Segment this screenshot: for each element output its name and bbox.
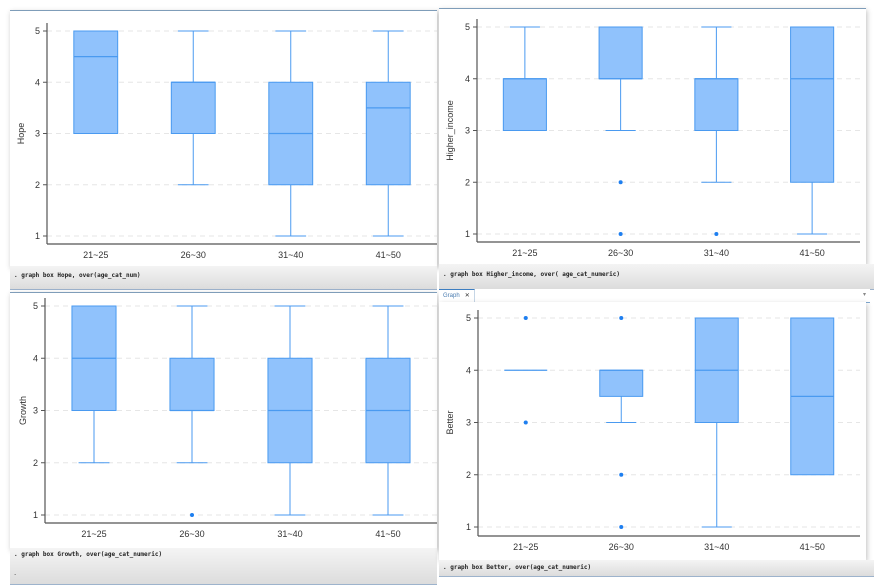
x-tick-label: 26~30 bbox=[179, 529, 204, 539]
box-plot-hope: 1 2 3 4 5 Hope 21~25 26~30 31~40 41~50 bbox=[16, 23, 437, 260]
x-tick-label: 21~25 bbox=[81, 529, 106, 539]
x-tick-label: 31~40 bbox=[704, 542, 729, 552]
x-tick-label: 26~30 bbox=[609, 542, 634, 552]
x-tick-label: 26~30 bbox=[608, 248, 633, 258]
box bbox=[599, 369, 644, 397]
box bbox=[170, 81, 216, 134]
outlier-point bbox=[523, 420, 528, 425]
outlier-point bbox=[618, 180, 623, 185]
command-bar-growth: . graph box Growth, over(age_cat_numeric… bbox=[10, 548, 437, 585]
x-tick-label: 26~30 bbox=[181, 250, 206, 260]
x-tick-label: 21~25 bbox=[512, 248, 537, 258]
outlier-point bbox=[619, 525, 624, 529]
box bbox=[169, 357, 215, 411]
graph-window-growth: 1 2 3 4 5 Growth 21~25 26~30 31~40 41~50 bbox=[10, 292, 437, 549]
y-tick-label: 3 bbox=[465, 126, 470, 136]
command-bar-higher-income: . graph box Higher_income, over( age_cat… bbox=[439, 264, 874, 290]
y-tick-label: 1 bbox=[35, 231, 40, 241]
graph-window-better: 1 2 3 4 5 Better 21~25 26~30 31~40 41~50 bbox=[439, 302, 866, 560]
box bbox=[598, 26, 643, 80]
y-tick-label: 5 bbox=[33, 301, 38, 311]
y-tick-label: 2 bbox=[33, 458, 38, 468]
y-axis-label: Higher_income bbox=[445, 100, 455, 161]
x-tick-label: 21~25 bbox=[83, 250, 108, 260]
y-tick-label: 5 bbox=[466, 313, 471, 323]
x-tick-label: 41~50 bbox=[376, 250, 401, 260]
x-tick-label: 31~40 bbox=[277, 529, 302, 539]
box-plot-better: 1 2 3 4 5 Better 21~25 26~30 31~40 41~50 bbox=[445, 310, 860, 552]
command-text: . graph box Growth, over(age_cat_numeric… bbox=[14, 551, 163, 558]
box bbox=[365, 81, 411, 186]
x-tick-label: 31~40 bbox=[704, 248, 729, 258]
outlier-point bbox=[619, 472, 624, 477]
command-text: . graph box Higher_income, over( age_cat… bbox=[443, 271, 621, 278]
y-tick-label: 2 bbox=[35, 180, 40, 190]
command-text: . graph box Hope, over(age_cat_num) bbox=[14, 272, 141, 279]
box bbox=[790, 26, 835, 183]
box bbox=[694, 78, 739, 131]
y-tick-label: 2 bbox=[465, 177, 470, 187]
command-text: . graph box Better, over(age_cat_numeric… bbox=[443, 564, 592, 571]
y-tick-label: 4 bbox=[35, 77, 40, 87]
x-tick-label: 21~25 bbox=[513, 542, 538, 552]
box bbox=[73, 30, 119, 134]
graph-tab-strip: Graph ✕ ▾ bbox=[439, 289, 870, 303]
command-bar-better: . graph box Better, over(age_cat_numeric… bbox=[439, 560, 874, 577]
box-plot-growth: 1 2 3 4 5 Growth 21~25 26~30 31~40 41~50 bbox=[18, 298, 437, 539]
outlier-point bbox=[190, 513, 194, 517]
box bbox=[502, 78, 547, 131]
y-tick-label: 3 bbox=[35, 129, 40, 139]
y-tick-label: 4 bbox=[466, 365, 471, 375]
x-tick-label: 41~50 bbox=[799, 248, 824, 258]
y-tick-label: 5 bbox=[465, 22, 470, 32]
y-axis-label: Growth bbox=[18, 396, 28, 425]
outlier-point bbox=[619, 316, 624, 320]
y-axis-label: Hope bbox=[16, 123, 26, 145]
y-tick-label: 4 bbox=[33, 353, 38, 363]
tab-graph-label: Graph bbox=[443, 293, 460, 299]
command-prompt[interactable]: . bbox=[14, 568, 17, 577]
y-tick-label: 4 bbox=[465, 74, 470, 84]
y-tick-label: 3 bbox=[33, 406, 38, 416]
box-plot-higher-income: 1 2 3 4 5 Higher_income 21~25 26~30 31~40 41~50 bbox=[445, 19, 860, 258]
close-icon[interactable]: ✕ bbox=[464, 293, 470, 299]
y-tick-label: 3 bbox=[466, 418, 471, 428]
outlier-point bbox=[523, 316, 528, 320]
y-axis-label: Better bbox=[445, 410, 455, 434]
y-tick-label: 2 bbox=[466, 470, 471, 480]
chevron-down-icon[interactable]: ▾ bbox=[862, 292, 866, 298]
outlier-point bbox=[714, 232, 719, 236]
x-tick-label: 41~50 bbox=[375, 529, 400, 539]
y-tick-label: 1 bbox=[33, 510, 38, 520]
x-tick-label: 41~50 bbox=[800, 542, 825, 552]
y-tick-label: 5 bbox=[35, 26, 40, 36]
outlier-point bbox=[618, 232, 623, 236]
tab-graph[interactable]: Graph ✕ bbox=[439, 289, 475, 302]
y-tick-label: 1 bbox=[466, 522, 471, 532]
graph-window-higher-income: 1 2 3 4 5 Higher_income 21~25 26~30 31~40 41~50 bbox=[439, 8, 866, 265]
x-tick-label: 31~40 bbox=[278, 250, 303, 260]
graph-window-hope: 1 2 3 4 5 Hope 21~25 26~30 31~40 41~50 bbox=[10, 10, 437, 267]
command-bar-hope: . graph box Hope, over(age_cat_num) bbox=[10, 266, 437, 290]
y-tick-label: 1 bbox=[465, 229, 470, 239]
